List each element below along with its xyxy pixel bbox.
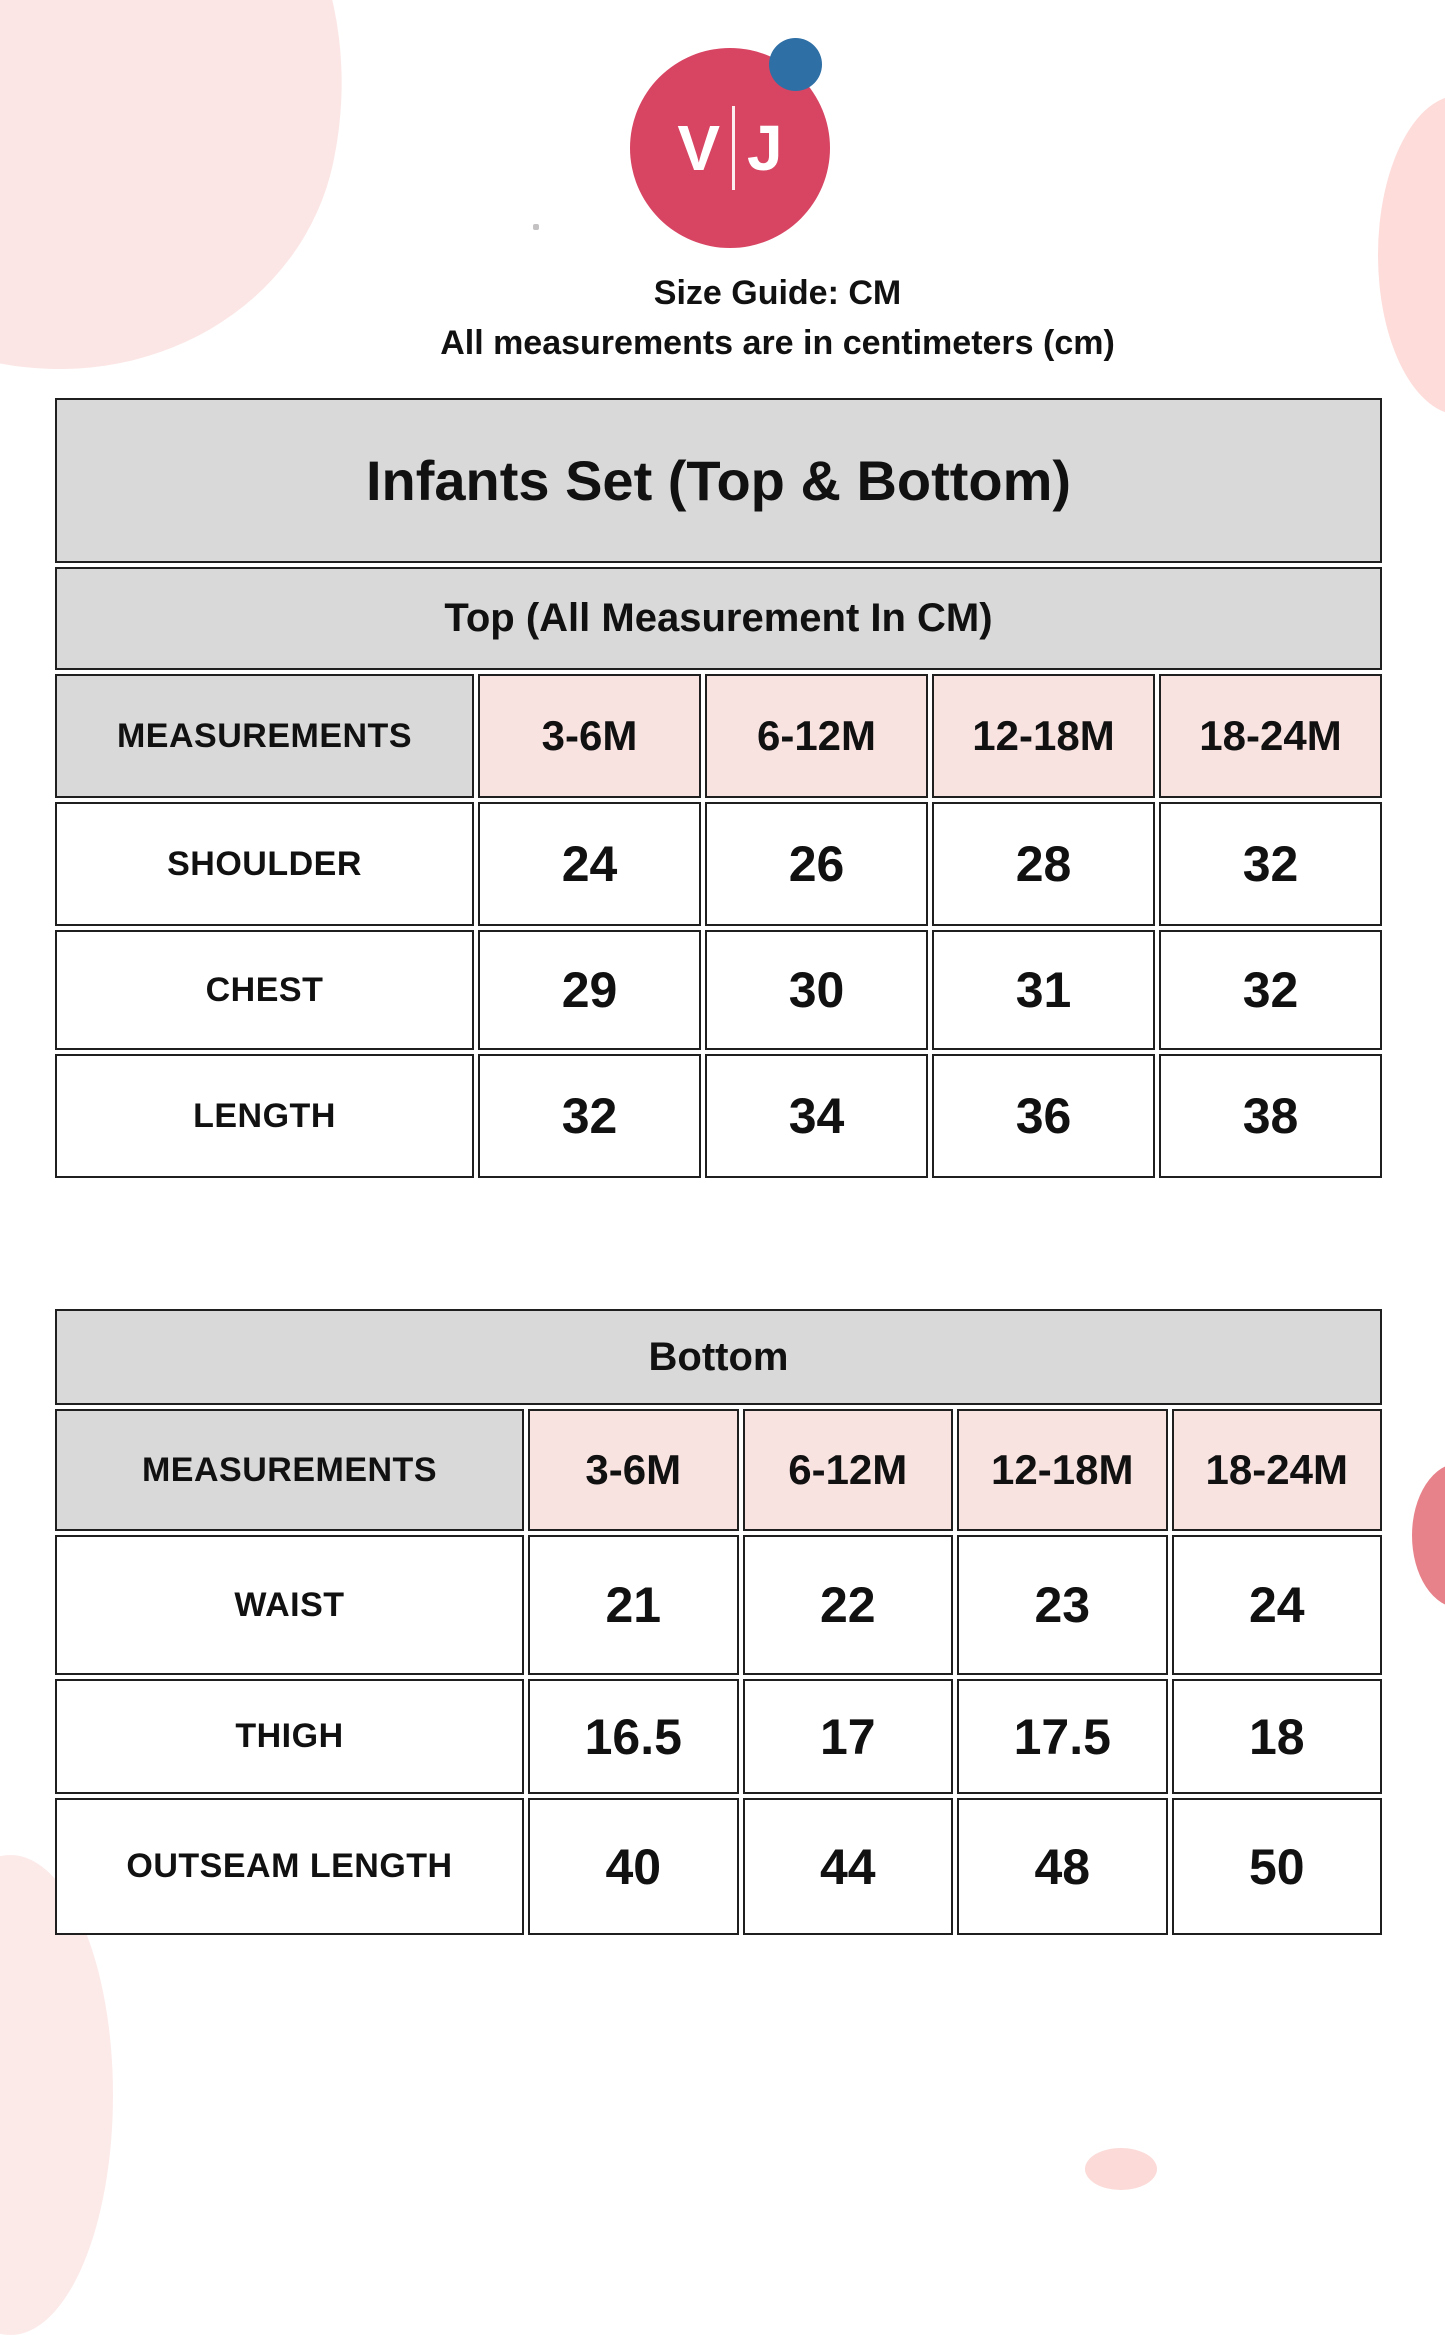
value-cell: 22 (742, 1535, 953, 1675)
value-cell: 38 (1159, 1054, 1382, 1178)
bottom-col-header-6-12m: 6-12M (742, 1409, 953, 1531)
value-cell: 50 (1171, 1798, 1382, 1935)
value-cell: 32 (1159, 930, 1382, 1050)
bottom-size-table: Bottom MEASUREMENTS 3-6M 6-12M 12-18M 18… (55, 1309, 1382, 1935)
bottom-row-label-outseam-length: OUTSEAM LENGTH (55, 1798, 524, 1935)
background-blob-bottom-center (1085, 2148, 1157, 2190)
logo-divider-bar (732, 106, 736, 190)
top-table-title-bar: Top (All Measurement In CM) (55, 567, 1382, 670)
top-col-header-3-6m: 3-6M (478, 674, 701, 798)
top-size-table: Infants Set (Top & Bottom) Top (All Meas… (55, 398, 1382, 1178)
value-cell: 30 (705, 930, 928, 1050)
value-cell: 40 (528, 1798, 739, 1935)
size-guide-subtitle: All measurements are in centimeters (cm) (440, 324, 1115, 362)
background-blob-mid-right (1412, 1463, 1445, 1608)
value-cell: 29 (478, 930, 701, 1050)
value-cell: 21 (528, 1535, 739, 1675)
brand-logo-circle: V J (630, 48, 830, 248)
top-col-header-18-24m: 18-24M (1159, 674, 1382, 798)
top-col-header-6-12m: 6-12M (705, 674, 928, 798)
bottom-col-header-12-18m: 12-18M (957, 1409, 1168, 1531)
value-cell: 31 (932, 930, 1155, 1050)
value-cell: 18 (1171, 1679, 1382, 1794)
top-row-label-length: LENGTH (55, 1054, 474, 1178)
logo-letter-j: J (747, 112, 783, 184)
set-title-bar: Infants Set (Top & Bottom) (55, 398, 1382, 563)
value-cell: 16.5 (528, 1679, 739, 1794)
value-cell: 34 (705, 1054, 928, 1178)
value-cell: 24 (1171, 1535, 1382, 1675)
value-cell: 32 (478, 1054, 701, 1178)
brand-logo-letters: V J (677, 106, 783, 190)
value-cell: 17 (742, 1679, 953, 1794)
value-cell: 32 (1159, 802, 1382, 926)
bottom-measurements-header: MEASUREMENTS (55, 1409, 524, 1531)
bottom-col-header-18-24m: 18-24M (1171, 1409, 1382, 1531)
logo-letter-v: V (677, 112, 721, 184)
bottom-col-header-3-6m: 3-6M (528, 1409, 739, 1531)
top-col-header-12-18m: 12-18M (932, 674, 1155, 798)
value-cell: 24 (478, 802, 701, 926)
bottom-row-label-waist: WAIST (55, 1535, 524, 1675)
intro-heading: Size Guide: CM All measurements are in c… (110, 268, 1445, 368)
value-cell: 26 (705, 802, 928, 926)
top-measurements-header: MEASUREMENTS (55, 674, 474, 798)
small-dot-decoration (533, 224, 539, 230)
value-cell: 28 (932, 802, 1155, 926)
brand-logo-blue-dot (769, 38, 822, 91)
value-cell: 17.5 (957, 1679, 1168, 1794)
value-cell: 44 (742, 1798, 953, 1935)
bottom-table-title-bar: Bottom (55, 1309, 1382, 1405)
value-cell: 36 (932, 1054, 1155, 1178)
bottom-row-label-thigh: THIGH (55, 1679, 524, 1794)
brand-logo: V J (630, 38, 830, 248)
value-cell: 23 (957, 1535, 1168, 1675)
top-row-label-shoulder: SHOULDER (55, 802, 474, 926)
top-row-label-chest: CHEST (55, 930, 474, 1050)
size-guide-title: Size Guide: CM (653, 274, 902, 312)
value-cell: 48 (957, 1798, 1168, 1935)
